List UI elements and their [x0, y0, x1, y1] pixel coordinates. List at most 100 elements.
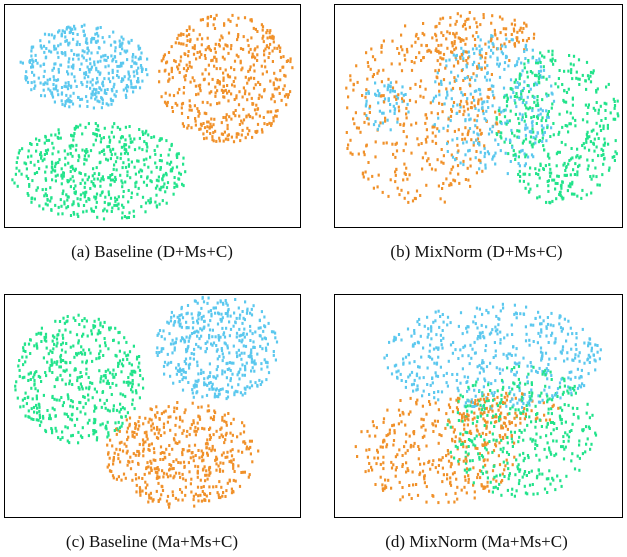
scatter-point — [123, 407, 126, 411]
scatter-point — [392, 152, 395, 156]
scatter-point — [352, 117, 355, 121]
scatter-point — [532, 130, 535, 134]
scatter-point — [159, 497, 162, 501]
scatter-point — [394, 337, 397, 341]
scatter-point — [419, 462, 422, 466]
scatter-point — [563, 359, 566, 363]
scatter-point — [437, 464, 440, 467]
scatter-point — [565, 91, 569, 94]
scatter-point — [413, 342, 416, 346]
scatter-point — [127, 158, 130, 162]
scatter-point — [96, 76, 99, 80]
scatter-point — [484, 163, 487, 167]
scatter-point — [607, 142, 610, 146]
scatter-point — [105, 59, 108, 62]
scatter-point — [86, 150, 89, 154]
scatter-point — [205, 441, 209, 445]
scatter-point — [142, 158, 145, 162]
scatter-point — [42, 44, 46, 48]
scatter-point — [476, 66, 479, 70]
scatter-point — [27, 177, 30, 180]
scatter-point — [264, 346, 268, 350]
scatter-point — [76, 40, 79, 44]
scatter-point — [573, 192, 576, 196]
scatter-point — [138, 355, 141, 358]
scatter-point — [478, 66, 481, 70]
scatter-point — [520, 149, 523, 153]
scatter-point — [68, 31, 71, 35]
scatter-point — [252, 55, 255, 59]
scatter-point — [123, 147, 126, 151]
scatter-point — [99, 423, 102, 427]
scatter-point — [83, 154, 86, 158]
scatter-point — [220, 312, 223, 316]
scatter-point — [107, 176, 110, 180]
scatter-point — [129, 455, 132, 459]
scatter-point — [166, 420, 169, 424]
scatter-point — [561, 327, 564, 331]
scatter-point — [267, 321, 270, 325]
scatter-point — [530, 116, 533, 120]
scatter-point — [195, 429, 198, 433]
scatter-point — [86, 65, 89, 69]
scatter-point — [231, 83, 234, 87]
scatter-point — [230, 454, 234, 458]
scatter-point — [135, 483, 138, 487]
scatter-point — [473, 340, 476, 344]
scatter-point — [381, 190, 384, 194]
scatter-point — [45, 346, 48, 350]
scatter-panel-c — [4, 294, 301, 518]
scatter-point — [502, 109, 505, 113]
scatter-point — [71, 383, 74, 386]
scatter-point — [178, 63, 181, 67]
scatter-point — [60, 348, 64, 352]
scatter-point — [511, 131, 514, 135]
scatter-point — [550, 106, 553, 110]
scatter-point — [137, 186, 140, 190]
scatter-point — [74, 79, 77, 83]
scatter-point — [487, 88, 490, 91]
scatter-point — [235, 135, 238, 139]
scatter-point — [175, 153, 178, 157]
scatter-point — [463, 109, 466, 113]
scatter-point — [110, 99, 113, 102]
scatter-point — [267, 56, 270, 59]
scatter-point — [484, 446, 487, 450]
scatter-point — [545, 326, 548, 330]
scatter-point — [27, 155, 30, 159]
scatter-point — [65, 99, 69, 103]
scatter-point — [503, 468, 506, 472]
scatter-point — [219, 317, 222, 321]
scatter-point — [584, 450, 587, 454]
scatter-point — [433, 391, 436, 394]
scatter-point — [122, 358, 125, 362]
scatter-point — [156, 471, 159, 475]
scatter-point — [453, 428, 456, 432]
scatter-point — [510, 421, 513, 425]
scatter-point — [407, 412, 410, 416]
scatter-point — [379, 462, 382, 466]
scatter-point — [482, 334, 485, 338]
scatter-point — [259, 326, 262, 330]
scatter-point — [464, 415, 467, 418]
scatter-point — [425, 140, 428, 144]
scatter-point — [526, 75, 529, 79]
scatter-point — [481, 412, 484, 416]
scatter-point — [370, 47, 373, 51]
scatter-point — [120, 478, 123, 482]
scatter-point — [94, 122, 97, 125]
scatter-point — [450, 70, 453, 74]
scatter-point — [98, 46, 101, 50]
scatter-point — [435, 374, 438, 378]
scatter-point — [113, 40, 116, 44]
scatter-point — [181, 368, 184, 372]
scatter-point — [196, 334, 199, 338]
scatter-point — [188, 60, 191, 64]
scatter-point — [93, 429, 96, 432]
scatter-point — [64, 156, 67, 160]
scatter-point — [442, 126, 445, 130]
scatter-point — [61, 341, 64, 345]
scatter-point — [553, 178, 556, 182]
scatter-point — [42, 88, 45, 92]
scatter-point — [551, 102, 554, 106]
